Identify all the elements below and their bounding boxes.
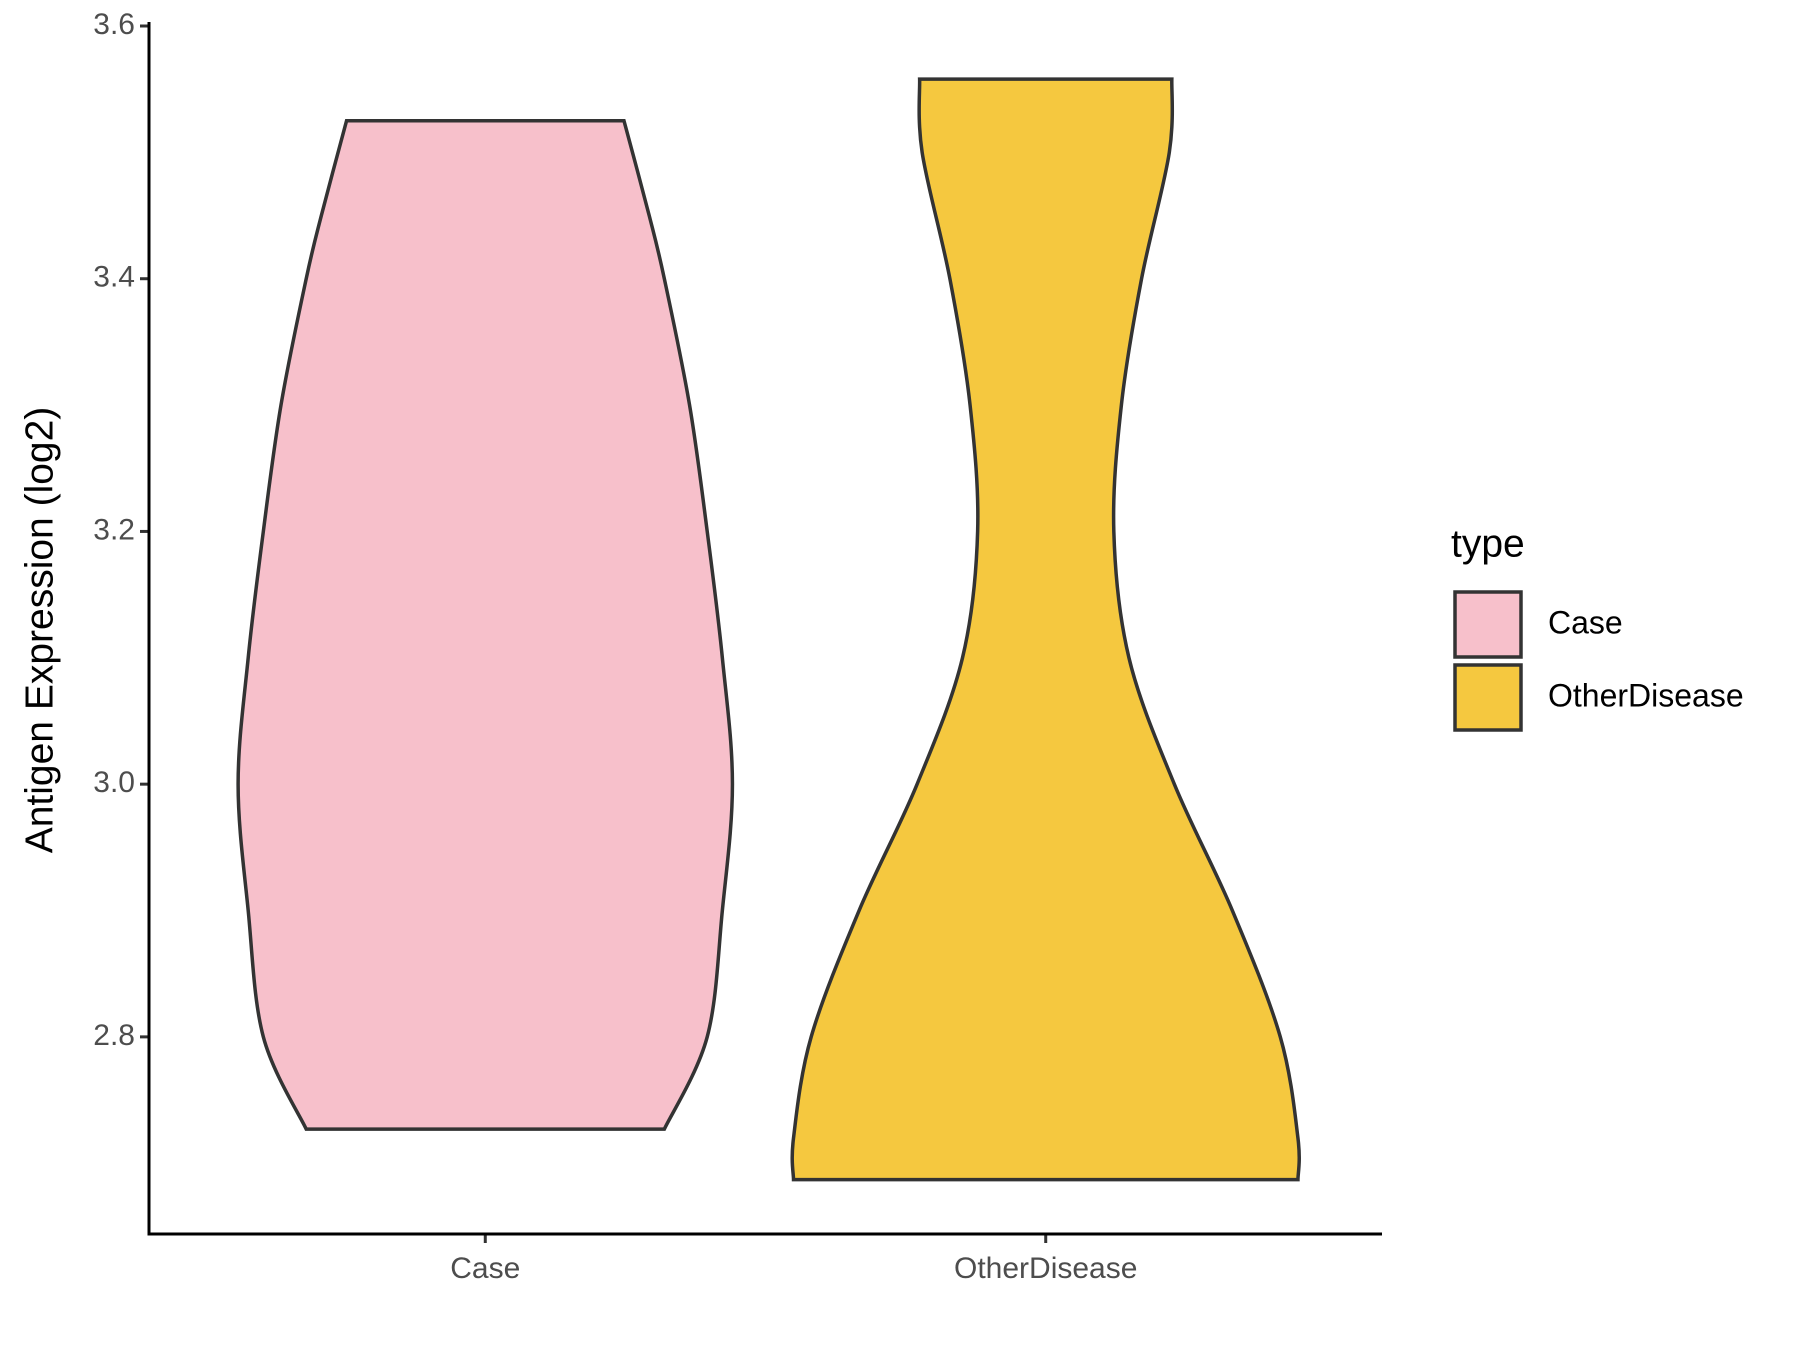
legend-key — [1453, 590, 1523, 659]
y-tick-label: 3.0 — [93, 766, 135, 799]
y-tick-label: 2.8 — [93, 1019, 135, 1052]
x-tick-label: Case — [450, 1252, 520, 1285]
y-tick-label: 3.6 — [93, 8, 135, 41]
legend-label: OtherDisease — [1548, 677, 1744, 713]
y-tick-label: 3.2 — [93, 513, 135, 546]
x-tick-label: OtherDisease — [954, 1252, 1137, 1285]
legend-label: Case — [1548, 604, 1623, 640]
legend-title: type — [1451, 522, 1525, 565]
y-axis-title: Antigen Expression (log2) — [18, 407, 61, 854]
violin — [236, 119, 735, 1131]
violin — [790, 77, 1301, 1182]
y-tick-label: 3.4 — [93, 261, 135, 294]
legend-key — [1453, 663, 1523, 732]
